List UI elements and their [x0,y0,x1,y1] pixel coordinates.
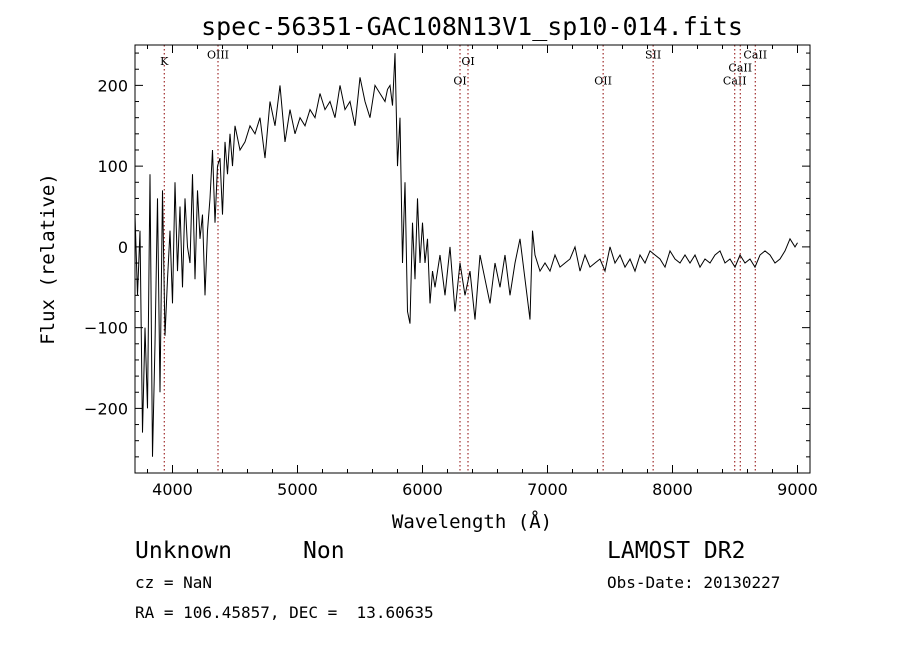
x-axis: 4000 5000 6000 7000 8000 9000 [147,45,818,499]
y-tick-label-200: 200 [97,76,128,95]
chart-title: spec-56351-GAC108N13V1_sp10-014.fits [201,12,743,41]
coordinates-text: RA = 106.45857, DEC = 13.60635 [135,603,434,622]
x-tick-label-7000: 7000 [527,480,568,499]
obs-date-text: Obs-Date: 20130227 [607,573,781,592]
x-tick-label-6000: 6000 [402,480,443,499]
object-class: Unknown [135,538,232,564]
survey-name: LAMOST DR2 [607,538,746,564]
y-tick-label-100: 100 [97,157,128,176]
y-axis-label: Flux (relative) [37,173,59,345]
x-tick-label-4000: 4000 [152,480,193,499]
spectral-line-label-1: OIII [207,49,229,62]
x-tick-label-9000: 9000 [777,480,818,499]
spectral-line-label-6: CaII [723,75,747,88]
x-tick-label-5000: 5000 [277,480,318,499]
y-tick-label--200: −200 [84,399,128,418]
y-tick-label--100: −100 [84,319,128,338]
redshift-text: cz = NaN [135,573,213,592]
plot-frame [134,44,811,474]
x-axis-label: Wavelength (Å) [392,510,552,533]
spectrum-chart: spec-56351-GAC108N13V1_sp10-014.fits K OI… [37,12,818,533]
spectral-line-label-2: OI [453,75,466,88]
y-tick-label-0: 0 [118,238,128,257]
spectrum-line [134,53,798,457]
object-subclass: Non [303,538,345,564]
spectral-line-label-3: OI [461,55,474,68]
spectral-line-label-5: SII [645,49,661,62]
x-tick-label-8000: 8000 [652,480,693,499]
spectral-line-label-4: OII [594,75,612,88]
spectral-line-label-8: CaII [743,49,767,62]
spectral-line-label-7: CaII [728,62,752,75]
spectral-line-label-0: K [160,55,169,68]
y-axis: −200 −100 0 100 200 [84,52,810,458]
